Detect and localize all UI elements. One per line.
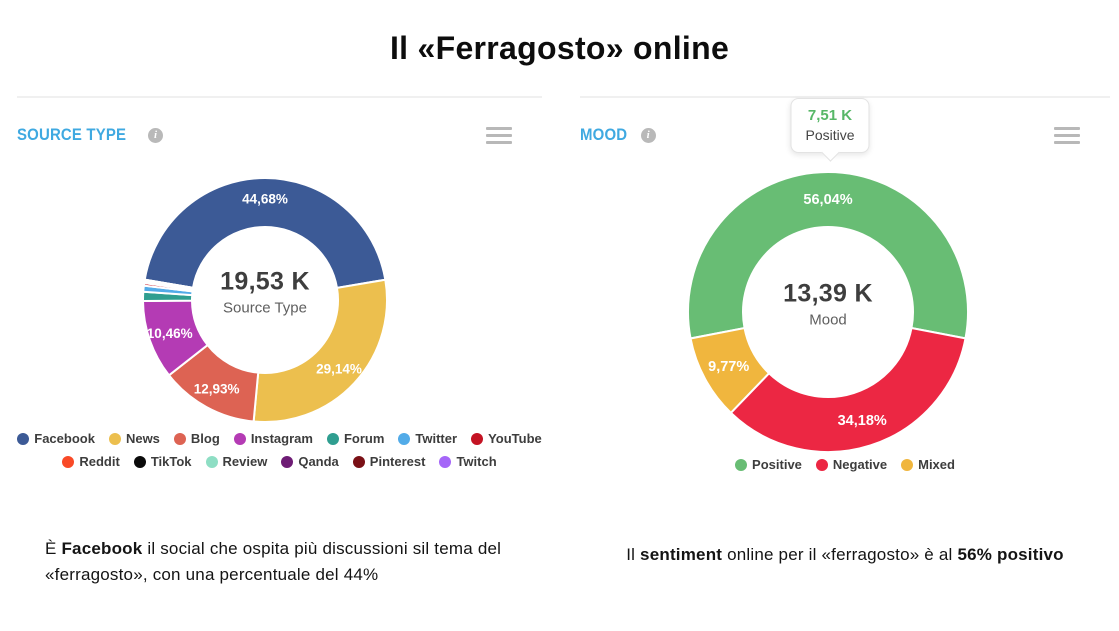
chart-tooltip: 7,51 K Positive [790,98,870,153]
percentage-label-instagram: 10,46% [147,326,193,341]
mood-panel-header: MOOD i [580,124,1080,146]
mood-panel: 7,51 K Positive MOOD i 56,04% 34,18% 9,77%… [580,96,1110,631]
source-type-legend: Facebook News Blog Instagram Forum Twitter You… [17,431,542,477]
legend-dot-icon [352,455,365,468]
caption-bold-text: sentiment [640,545,723,564]
tooltip-label: Positive [805,127,855,143]
legend-label: Qanda [298,454,339,469]
legend-label: Facebook [34,431,95,446]
legend-item-twitch[interactable]: Twitch [439,454,497,469]
caption-text: il social che ospita più discussioni sil… [45,539,502,584]
legend-label: Twitch [456,454,497,469]
legend-item-review[interactable]: Review [205,454,268,469]
mood-legend: Positive Negative Mixed [580,457,1110,480]
hamburger-menu-icon[interactable] [1054,126,1080,144]
mood-insight-text: Il sentiment online per il «ferragosto» … [580,542,1110,568]
legend-dot-icon [233,432,246,445]
legend-label: Reddit [79,454,120,469]
segment-mixed[interactable] [689,326,771,415]
legend-dot-icon [173,432,186,445]
segment-twitch[interactable] [143,278,195,290]
legend-label: News [125,431,160,446]
segment-facebook[interactable] [143,176,387,290]
legend-label: Instagram [250,431,313,446]
legend-row: Reddit TikTok Review Qanda Pinterest Twitch [17,454,542,469]
legend-dot-icon [17,432,30,445]
legend-dot-icon [326,432,339,445]
legend-label: YouTube [488,431,542,446]
legend-label: Twitter [415,431,458,446]
panel-title-source-type: SOURCE TYPE [17,125,127,144]
legend-dot-icon [205,455,218,468]
legend-dot-icon [62,455,75,468]
segment-negative[interactable] [729,326,967,454]
legend-item-tiktok[interactable]: TikTok [133,454,192,469]
legend-item-twitter[interactable]: Twitter [398,431,457,446]
legend-label: Positive [752,457,802,472]
legend-dot-icon [735,458,748,471]
legend-item-blog[interactable]: Blog [173,431,220,446]
legend-item-news[interactable]: News [108,431,160,446]
legend-row: Positive Negative Mixed [580,457,1110,472]
source-type-donut-chart[interactable]: 44,68% 29,14% 12,93% 10,46% [17,168,542,453]
legend-label: Review [222,454,268,469]
legend-dot-icon [281,455,294,468]
legend-label: TikTok [150,454,192,469]
percentage-label-blog: 12,93% [194,381,240,396]
legend-item-negative[interactable]: Negative [815,457,888,472]
legend-label: Forum [343,431,385,446]
tooltip-value: 7,51 K [807,107,853,124]
legend-label: Negative [832,457,888,472]
caption-bold-text: 56% positivo [957,545,1064,564]
segment-news[interactable] [252,278,388,423]
percentage-label-news: 29,14% [316,362,362,377]
hamburger-menu-icon[interactable] [486,126,512,144]
percentage-label-mixed: 9,77% [708,359,749,375]
legend-dot-icon [815,458,828,471]
caption-bold-text: Facebook [61,539,143,558]
legend-dot-icon [398,432,411,445]
mood-donut-chart[interactable]: 56,04% 34,18% 9,77% [580,168,1110,468]
legend-item-mixed[interactable]: Mixed [901,457,955,472]
info-icon[interactable]: i [640,127,656,143]
source-type-panel: SOURCE TYPE i 44,68% 29,14% 12,93% 10,46% 1… [17,96,542,631]
legend-dot-icon [108,432,121,445]
legend-item-forum[interactable]: Forum [326,431,385,446]
legend-item-instagram[interactable]: Instagram [233,431,313,446]
percentage-label-negative: 34,18% [838,413,887,429]
source-type-insight-text: È Facebook il social che ospita più disc… [45,536,527,587]
legend-item-youtube[interactable]: YouTube [471,431,542,446]
legend-label: Mixed [918,457,955,472]
segment-positive[interactable] [687,171,969,340]
percentage-label-positive: 56,04% [803,192,852,208]
legend-dot-icon [901,458,914,471]
caption-text: È [45,539,62,558]
caption-text: online per il «ferragosto» è al [722,545,958,564]
legend-dot-icon [471,432,484,445]
legend-item-qanda[interactable]: Qanda [281,454,339,469]
page-title: Il «Ferragosto» online [389,30,730,66]
source-type-panel-header: SOURCE TYPE i [17,124,512,146]
panel-title-mood: MOOD [580,125,628,144]
legend-dot-icon [439,455,452,468]
info-icon[interactable]: i [148,127,164,143]
legend-label: Pinterest [369,454,426,469]
percentage-label-facebook: 44,68% [242,192,288,207]
legend-label: Blog [190,431,220,446]
legend-dot-icon [133,455,146,468]
legend-item-facebook[interactable]: Facebook [17,431,95,446]
legend-item-positive[interactable]: Positive [735,457,802,472]
legend-item-reddit[interactable]: Reddit [62,454,120,469]
legend-row: Facebook News Blog Instagram Forum Twitter You… [17,431,542,446]
legend-item-pinterest[interactable]: Pinterest [352,454,426,469]
caption-text: Il [626,545,641,564]
